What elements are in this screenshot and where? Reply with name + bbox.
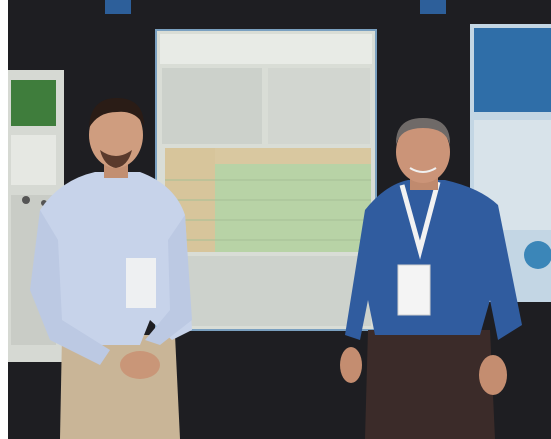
person-left (30, 98, 192, 439)
center-poster (155, 29, 377, 331)
backdrop-tag (105, 0, 131, 14)
backdrop-tag (420, 0, 446, 14)
person-right (340, 118, 522, 439)
